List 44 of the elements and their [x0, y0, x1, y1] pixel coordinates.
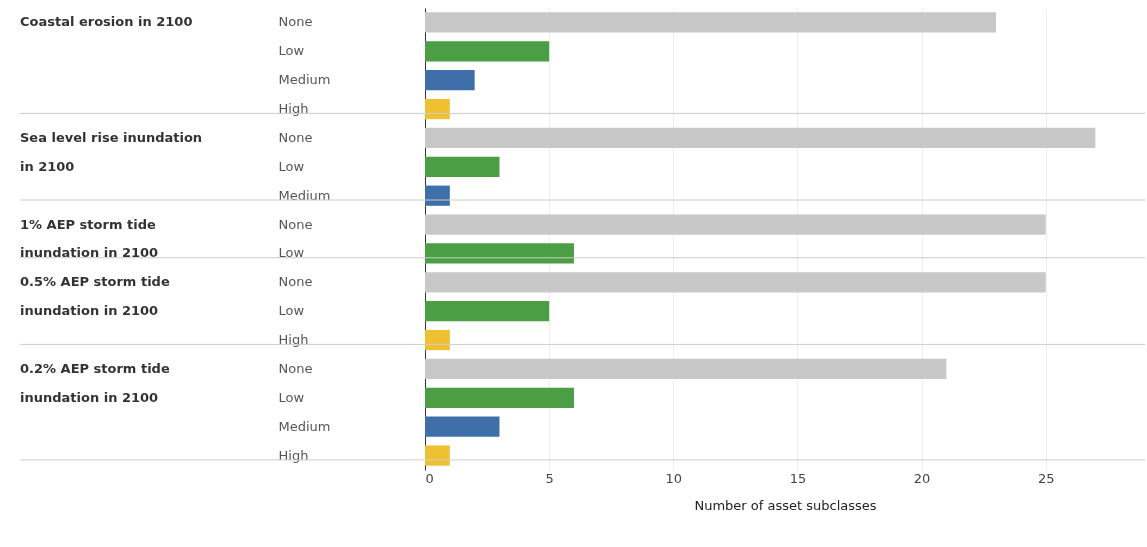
y-tick-label: None	[278, 274, 313, 290]
bar	[425, 329, 450, 351]
y-tick-label: Low	[278, 389, 305, 405]
y-tick-label: High	[278, 101, 309, 117]
y-tick-label: None	[278, 14, 313, 30]
text: 0.5% AEP storm tide inundation in 2100	[20, 274, 170, 319]
y-tick-label: None	[278, 129, 313, 145]
bar	[425, 387, 574, 408]
text: Sea level rise inundation in 2100	[20, 129, 203, 174]
x-tick-label: 0	[425, 470, 434, 486]
y-tick-label: Low	[278, 43, 305, 59]
bar	[425, 12, 997, 33]
bar	[425, 358, 947, 380]
y-tick-label: None	[278, 360, 313, 376]
bar	[425, 185, 450, 206]
text: Coastal erosion in 2100	[20, 14, 193, 30]
x-tick-label: 15	[789, 470, 807, 486]
text: 1% AEP storm tide inundation in 2100	[20, 216, 159, 261]
y-tick-label: Medium	[278, 72, 331, 88]
bar	[425, 127, 1096, 149]
x-tick-label: 5	[545, 470, 554, 486]
y-tick-label: Low	[278, 303, 305, 319]
y-tick-label: None	[278, 216, 313, 232]
x-tick-label: 10	[665, 470, 683, 486]
bar	[425, 70, 475, 91]
bar	[425, 156, 500, 177]
bar	[425, 41, 550, 62]
bar	[425, 272, 1046, 293]
y-tick-label: High	[278, 332, 309, 348]
y-tick-label: High	[278, 447, 309, 463]
x-axis-title: Number of asset subclasses	[694, 497, 877, 513]
bar	[425, 445, 450, 466]
x-tick-label: 20	[913, 470, 931, 486]
bar	[425, 301, 550, 322]
y-tick-label: Medium	[278, 418, 331, 434]
bar	[425, 243, 574, 264]
x-tick-label: 25	[1037, 470, 1055, 486]
bar	[425, 416, 500, 437]
y-tick-label: Low	[278, 245, 305, 261]
y-tick-label: Medium	[278, 187, 331, 203]
bar	[425, 98, 450, 120]
y-tick-label: Low	[278, 158, 305, 174]
bar	[425, 214, 1046, 235]
text: 0.2% AEP storm tide inundation in 2100	[20, 360, 170, 405]
